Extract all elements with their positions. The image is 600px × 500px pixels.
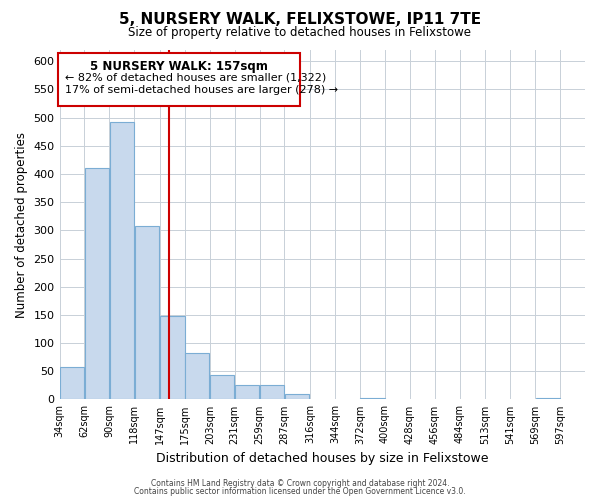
Bar — [134, 226, 159, 400]
Bar — [536, 398, 560, 400]
Bar — [185, 353, 209, 400]
Bar — [160, 316, 185, 400]
Text: ← 82% of detached houses are smaller (1,322): ← 82% of detached houses are smaller (1,… — [65, 72, 326, 83]
Text: 17% of semi-detached houses are larger (278) →: 17% of semi-detached houses are larger (… — [65, 85, 338, 95]
Y-axis label: Number of detached properties: Number of detached properties — [15, 132, 28, 318]
Bar — [260, 386, 284, 400]
Bar — [235, 386, 259, 400]
X-axis label: Distribution of detached houses by size in Felixstowe: Distribution of detached houses by size … — [156, 452, 488, 465]
Bar — [361, 398, 385, 400]
Bar — [60, 368, 84, 400]
Text: Size of property relative to detached houses in Felixstowe: Size of property relative to detached ho… — [128, 26, 472, 39]
Text: Contains HM Land Registry data © Crown copyright and database right 2024.: Contains HM Land Registry data © Crown c… — [151, 478, 449, 488]
FancyBboxPatch shape — [58, 53, 301, 106]
Text: 5 NURSERY WALK: 157sqm: 5 NURSERY WALK: 157sqm — [90, 60, 268, 72]
Bar — [110, 122, 134, 400]
Bar — [285, 394, 309, 400]
Text: 5, NURSERY WALK, FELIXSTOWE, IP11 7TE: 5, NURSERY WALK, FELIXSTOWE, IP11 7TE — [119, 12, 481, 28]
Text: Contains public sector information licensed under the Open Government Licence v3: Contains public sector information licen… — [134, 487, 466, 496]
Bar — [85, 168, 109, 400]
Bar — [210, 375, 235, 400]
